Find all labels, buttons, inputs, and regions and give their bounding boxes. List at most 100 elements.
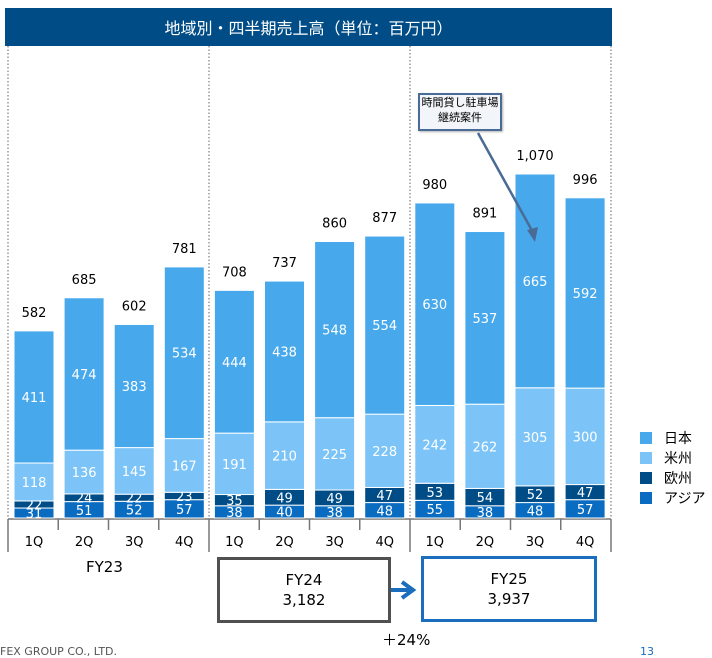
chart-title-bar: 地域別・四半期売上高（単位：百万円）	[5, 8, 612, 46]
bar-value-label: 438	[272, 345, 297, 360]
bar-segment-americas	[564, 387, 606, 486]
bar-value-label: 52	[126, 504, 143, 519]
fy24-summary-box: FY24 3,182	[217, 557, 391, 623]
bar-value-label: 383	[122, 380, 147, 395]
bar-value-label: 22	[126, 492, 143, 507]
fy25-label: FY25	[490, 570, 528, 588]
legend: 日本 米州 欧州 アジア	[640, 428, 705, 508]
bar-segment-japan	[264, 280, 305, 423]
bar-segment-japan	[364, 235, 406, 415]
bar-value-label: 630	[422, 298, 447, 313]
legend-label: アジア	[664, 491, 706, 507]
bar-value-label: 51	[76, 504, 93, 519]
bar-value-label: 411	[22, 391, 47, 406]
legend-item-japan: 日本	[640, 428, 705, 448]
bar-value-label: 23	[176, 490, 193, 505]
legend-swatch	[640, 492, 652, 504]
x-tick-label: 2Q	[476, 535, 495, 550]
bar-value-label: 52	[527, 488, 544, 503]
bar-value-label: 592	[573, 287, 598, 302]
bar-value-label: 534	[172, 347, 197, 362]
bar-value-label: 210	[272, 450, 297, 465]
bar-value-label: 54	[477, 491, 494, 506]
bar-total-label: 781	[172, 242, 197, 257]
fy24-total: 3,182	[282, 591, 326, 609]
bar-value-label: 225	[322, 448, 347, 463]
bar-total-label: 1,070	[516, 149, 553, 164]
x-tick-label: 4Q	[576, 535, 595, 550]
bar-segment-americas	[314, 417, 356, 491]
chart-title: 地域別・四半期売上高（単位：百万円）	[164, 19, 453, 38]
footer-company: FEX GROUP CO., LTD.	[0, 645, 117, 658]
growth-arrow-head	[400, 580, 417, 600]
bar-value-label: 31	[26, 507, 43, 522]
bar-segment-americas	[514, 387, 556, 487]
bar-value-label: 548	[322, 324, 347, 339]
x-tick-label: 1Q	[426, 535, 445, 550]
legend-label: 米州	[664, 451, 692, 467]
bar-total-label: 582	[22, 306, 47, 321]
bar-value-label: 136	[72, 466, 97, 481]
annotation-arrow-line	[476, 132, 537, 237]
bar-segment-japan	[414, 202, 456, 406]
bar-segment-japan	[113, 323, 155, 449]
bar-value-label: 47	[376, 489, 393, 504]
bar-total-label: 708	[222, 265, 247, 280]
bar-segment-americas	[364, 413, 406, 488]
bar-segment-americas	[163, 438, 205, 493]
legend-swatch	[640, 472, 652, 484]
bar-total-label: 602	[122, 299, 147, 314]
legend-swatch	[640, 432, 652, 444]
legend-item-europe: 欧州	[640, 468, 705, 488]
bar-total-label: 685	[72, 273, 97, 288]
x-tick-label: 3Q	[125, 535, 144, 550]
x-tick-label: 4Q	[175, 535, 194, 550]
x-tick-label: 1Q	[25, 535, 44, 550]
bar-value-label: 55	[427, 503, 444, 518]
bar-value-label: 242	[422, 438, 447, 453]
bar-value-label: 167	[172, 459, 197, 474]
bar-segment-japan	[13, 330, 55, 464]
bar-value-label: 554	[372, 319, 397, 334]
bar-segment-japan	[464, 231, 506, 405]
fy23-label: FY23	[86, 558, 123, 576]
bar-value-label: 53	[427, 486, 444, 501]
fy25-total: 3,937	[487, 590, 531, 608]
bar-segment-japan	[163, 266, 205, 440]
bar-total-label: 996	[573, 173, 598, 188]
x-tick-label: 2Q	[275, 535, 294, 550]
bar-segment-americas	[264, 421, 305, 490]
bar-segment-americas	[63, 449, 105, 495]
bar-value-label: 300	[573, 430, 598, 445]
bar-value-label: 57	[176, 503, 193, 518]
bar-value-label: 537	[472, 312, 497, 327]
bar-value-label: 474	[72, 368, 97, 383]
x-tick-label: 3Q	[325, 535, 344, 550]
bar-value-label: 49	[326, 492, 343, 507]
bar-value-label: 305	[523, 431, 548, 446]
bar-total-label: 877	[372, 211, 397, 226]
bar-value-label: 47	[577, 486, 594, 501]
bar-total-label: 980	[422, 178, 447, 193]
legend-swatch	[640, 452, 652, 464]
bar-total-label: 860	[322, 217, 347, 232]
annotation-arrow-head	[527, 227, 538, 242]
bar-value-label: 57	[577, 503, 594, 518]
bar-value-label: 118	[22, 476, 47, 491]
bar-segment-japan	[314, 241, 356, 419]
bar-value-label: 38	[226, 506, 243, 521]
x-tick-label: 4Q	[375, 535, 394, 550]
bar-segment-americas	[213, 432, 255, 496]
legend-item-americas: 米州	[640, 448, 705, 468]
annotation-line-1: 時間貸し駐車場	[421, 96, 499, 109]
bar-total-label: 891	[472, 207, 497, 222]
bar-segment-japan	[63, 297, 105, 451]
x-tick-label: 2Q	[75, 535, 94, 550]
bar-value-label: 48	[527, 504, 544, 519]
bar-value-label: 40	[276, 506, 293, 521]
bar-value-label: 145	[122, 465, 147, 480]
bar-segment-americas	[414, 404, 456, 484]
bar-value-label: 49	[276, 491, 293, 506]
bar-value-label: 665	[523, 275, 548, 290]
